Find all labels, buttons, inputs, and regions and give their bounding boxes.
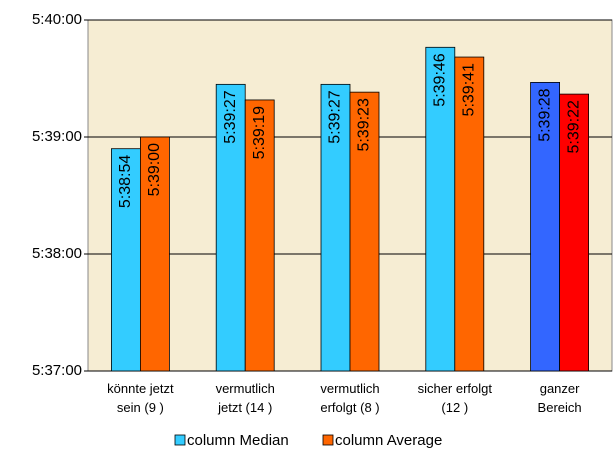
bar xyxy=(454,56,485,372)
bar xyxy=(139,136,170,372)
legend-label: column Average xyxy=(335,432,442,449)
value-label: 5:39:00 xyxy=(146,143,163,196)
bar xyxy=(559,93,589,372)
y-tick-label: 5:40:00 xyxy=(32,11,82,28)
value-label: 5:39:19 xyxy=(251,106,268,159)
value-label: 5:39:41 xyxy=(461,63,478,116)
x-tick-label: vermutlich erfolgt (8 ) xyxy=(320,381,380,415)
value-label: 5:39:28 xyxy=(536,88,553,141)
bar xyxy=(215,83,246,372)
x-tick-label: vermutlich jetzt (14 ) xyxy=(215,381,275,415)
y-tick-label: 5:38:00 xyxy=(32,245,82,262)
value-label: 5:39:27 xyxy=(222,90,239,143)
bar xyxy=(530,82,560,372)
x-tick-label: könnte jetzt sein (9 ) xyxy=(107,381,174,415)
value-label: 5:39:22 xyxy=(565,100,582,153)
bar xyxy=(111,148,141,372)
y-tick-label: 5:39:00 xyxy=(32,128,82,145)
bar xyxy=(320,83,351,372)
value-label: 5:39:23 xyxy=(356,98,373,151)
x-tick-label: ganzer Bereich xyxy=(537,381,582,415)
value-label: 5:39:27 xyxy=(327,90,344,143)
value-label: 5:38:54 xyxy=(117,155,134,208)
bar xyxy=(349,91,380,372)
legend-swatch xyxy=(174,434,186,446)
bar xyxy=(244,99,275,372)
x-tick-label: sicher erfolgt (12 ) xyxy=(417,381,492,415)
y-tick-label: 5:37:00 xyxy=(32,362,82,379)
legend-swatch xyxy=(322,434,334,446)
bar xyxy=(425,46,456,372)
legend-label: column Median xyxy=(187,432,289,449)
value-label: 5:39:46 xyxy=(432,53,449,106)
